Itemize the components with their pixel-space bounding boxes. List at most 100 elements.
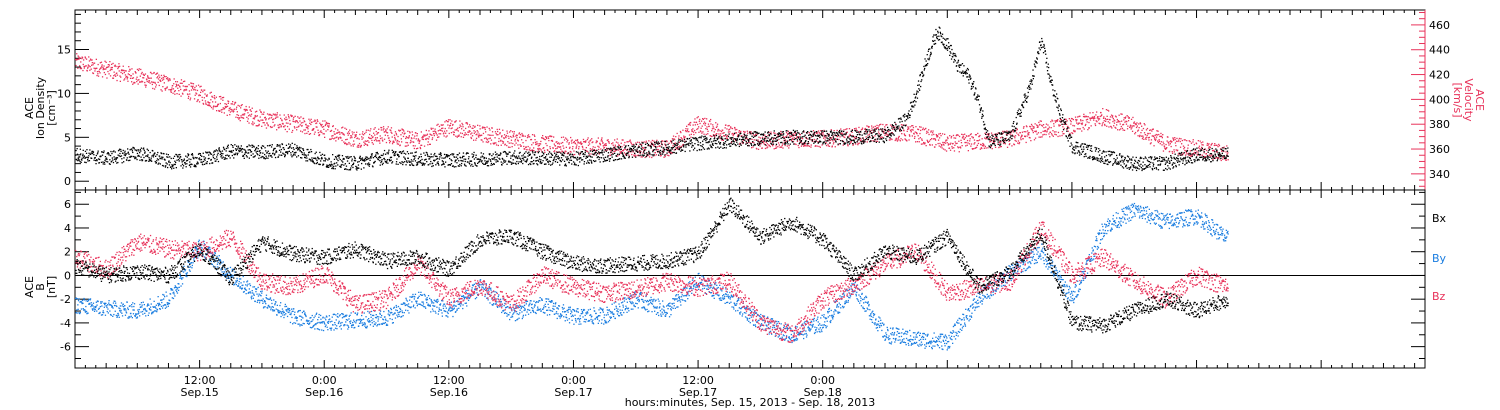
velocity-series-point [76, 58, 79, 61]
velocity-series-point [621, 139, 623, 141]
density-series-point [439, 152, 442, 154]
velocity-series-point [1028, 132, 1030, 134]
velocity-series-point [924, 142, 926, 144]
density-series-point [526, 158, 529, 160]
density-series-point [249, 149, 252, 151]
velocity-series-point [876, 127, 878, 129]
velocity-series-point [993, 139, 995, 141]
velocity-series-point [1079, 115, 1081, 117]
velocity-series-point [178, 90, 180, 92]
velocity-series-point [1196, 150, 1198, 152]
density-series-point [499, 154, 501, 156]
velocity-series-point [1222, 158, 1224, 160]
velocity-series-point [730, 126, 732, 128]
velocity-series-point [1106, 125, 1108, 127]
density-series-point [539, 160, 542, 163]
velocity-series-point [1223, 146, 1225, 148]
velocity-series-point [81, 57, 84, 59]
density-series-point [144, 160, 147, 162]
density-series-point [369, 157, 372, 159]
velocity-series-point [1137, 130, 1139, 132]
density-series-point [333, 158, 336, 160]
velocity-series-point [558, 142, 560, 144]
velocity-series-point [958, 151, 960, 153]
density-series-point [482, 153, 485, 155]
velocity-series-point [331, 135, 333, 137]
velocity-series-point [1226, 145, 1228, 147]
velocity-series-point [87, 67, 89, 69]
density-series-point [418, 156, 421, 158]
density-series-point [556, 156, 558, 158]
velocity-series-point [393, 140, 395, 142]
velocity-series-point [396, 141, 398, 143]
velocity-series-point [428, 136, 430, 138]
velocity-series-point [1138, 123, 1140, 125]
velocity-series-point [336, 136, 338, 138]
velocity-series-point [1211, 142, 1213, 145]
density-series-point [196, 161, 199, 163]
velocity-series-point [164, 76, 166, 78]
velocity-series-point [833, 130, 835, 132]
velocity-series-point [107, 64, 109, 66]
velocity-series-point [1180, 154, 1182, 156]
density-series-point [498, 154, 500, 156]
density-series-point [397, 163, 399, 165]
velocity-series-point [507, 141, 509, 143]
velocity-series-point [1112, 115, 1114, 117]
density-series-point [609, 158, 611, 160]
velocity-series-point [666, 140, 668, 142]
velocity-series-point [365, 129, 368, 131]
velocity-series-point [1030, 140, 1032, 142]
density-series-point [529, 162, 531, 165]
velocity-series-point [678, 137, 680, 139]
velocity-series-point [277, 124, 279, 126]
velocity-series-point [757, 148, 760, 150]
density-series-point [140, 147, 143, 149]
velocity-series-point [1037, 125, 1039, 127]
velocity-series-point [214, 101, 217, 103]
velocity-series-point [853, 128, 856, 130]
density-series-point [268, 155, 270, 157]
density-series-point [494, 151, 497, 153]
density-series-point [344, 163, 346, 165]
velocity-series-point [1029, 137, 1031, 139]
velocity-series-point [813, 138, 815, 141]
density-series-point [400, 162, 402, 165]
density-series-point [193, 165, 195, 167]
velocity-series-point [749, 131, 752, 134]
velocity-series-point [415, 132, 417, 134]
y-tick-label-left: 10 [57, 87, 71, 100]
velocity-series-point [460, 136, 462, 138]
density-series-point [329, 165, 331, 167]
velocity-series-point [356, 137, 358, 140]
velocity-series-point [564, 152, 566, 154]
density-series-point [530, 161, 532, 163]
velocity-series-point [382, 140, 384, 142]
velocity-series-point [576, 140, 578, 142]
velocity-series-point [937, 135, 939, 137]
density-series-point [277, 156, 280, 158]
density-series-point [602, 154, 604, 156]
density-series-point [563, 160, 566, 162]
velocity-series-point [342, 126, 344, 128]
density-series-point [305, 154, 307, 156]
velocity-series-point [157, 78, 160, 80]
density-series-point [222, 153, 224, 155]
velocity-series-point [957, 146, 959, 148]
density-series-point [115, 160, 117, 162]
density-series-point [82, 153, 84, 155]
density-series-point [164, 166, 167, 168]
velocity-series-point [86, 70, 88, 72]
velocity-series-point [709, 120, 711, 123]
velocity-series-point [821, 132, 823, 134]
velocity-series-point [1153, 137, 1156, 139]
velocity-series-point [184, 89, 187, 91]
velocity-series-point [1057, 131, 1060, 134]
velocity-series-point [1042, 124, 1045, 126]
velocity-series-point [474, 125, 476, 127]
density-series-point [81, 157, 83, 159]
velocity-series-point [865, 131, 868, 133]
density-series-point [216, 156, 218, 158]
density-series-point [560, 160, 562, 163]
velocity-series-point [383, 138, 386, 140]
